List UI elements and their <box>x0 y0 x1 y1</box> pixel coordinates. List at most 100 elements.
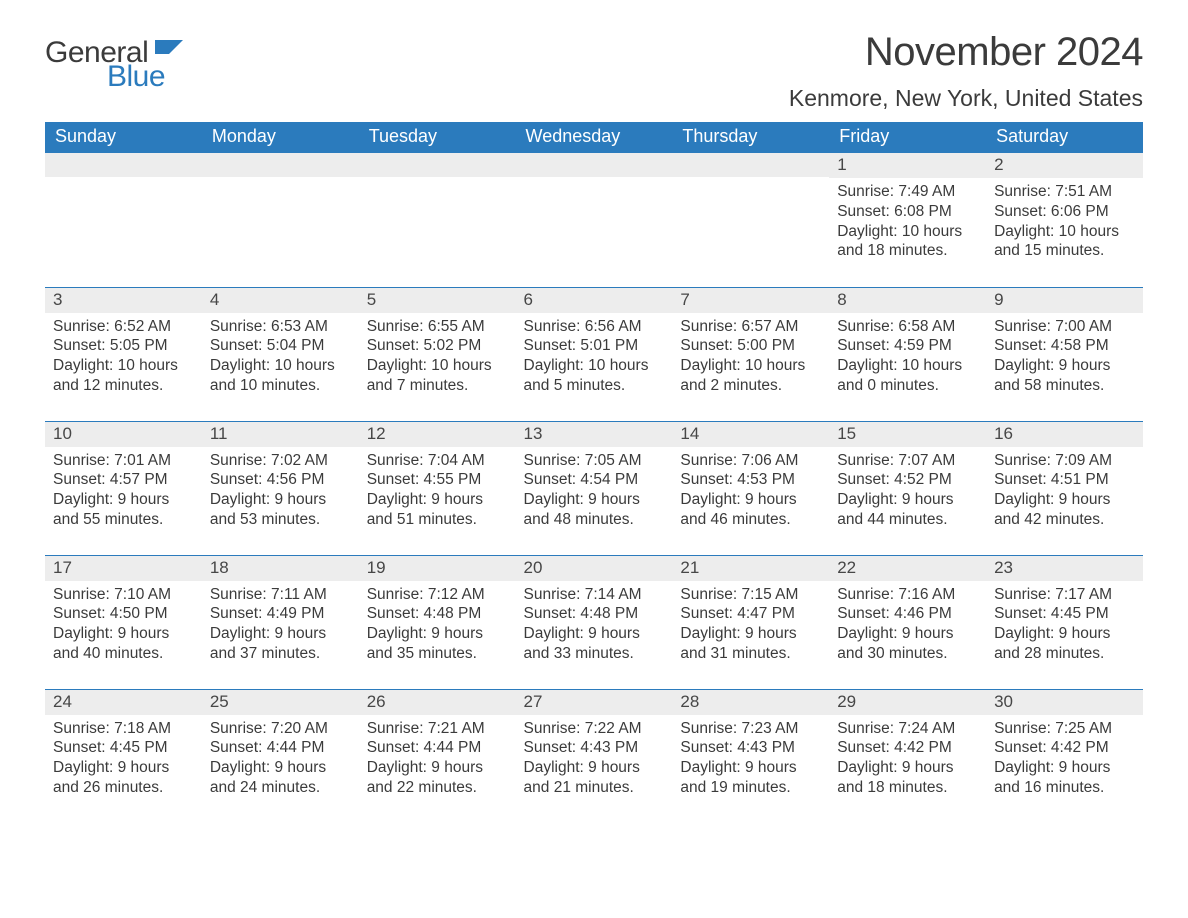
day-cell: 19Sunrise: 7:12 AMSunset: 4:48 PMDayligh… <box>359 555 516 689</box>
week-row: 3Sunrise: 6:52 AMSunset: 5:05 PMDaylight… <box>45 287 1143 421</box>
day-daylight1: Daylight: 9 hours <box>837 490 978 510</box>
day-number: 2 <box>986 153 1143 178</box>
day-sunset: Sunset: 6:06 PM <box>994 202 1135 222</box>
day-sunrise: Sunrise: 7:49 AM <box>837 182 978 202</box>
day-cell: 24Sunrise: 7:18 AMSunset: 4:45 PMDayligh… <box>45 689 202 823</box>
day-body: Sunrise: 7:00 AMSunset: 4:58 PMDaylight:… <box>986 313 1143 402</box>
brand-logo: General Blue <box>45 36 187 92</box>
day-body: Sunrise: 7:18 AMSunset: 4:45 PMDaylight:… <box>45 715 202 804</box>
day-header: Tuesday <box>359 122 516 153</box>
day-sunset: Sunset: 4:43 PM <box>680 738 821 758</box>
day-daylight1: Daylight: 9 hours <box>680 758 821 778</box>
week-row: 10Sunrise: 7:01 AMSunset: 4:57 PMDayligh… <box>45 421 1143 555</box>
day-number: 20 <box>516 556 673 581</box>
day-number: 3 <box>45 288 202 313</box>
day-body: Sunrise: 7:24 AMSunset: 4:42 PMDaylight:… <box>829 715 986 804</box>
day-sunset: Sunset: 4:57 PM <box>53 470 194 490</box>
day-number: 21 <box>672 556 829 581</box>
day-body: Sunrise: 7:02 AMSunset: 4:56 PMDaylight:… <box>202 447 359 536</box>
day-cell: 1Sunrise: 7:49 AMSunset: 6:08 PMDaylight… <box>829 153 986 287</box>
day-header: Saturday <box>986 122 1143 153</box>
day-daylight1: Daylight: 10 hours <box>210 356 351 376</box>
day-cell: 15Sunrise: 7:07 AMSunset: 4:52 PMDayligh… <box>829 421 986 555</box>
day-number: 15 <box>829 422 986 447</box>
day-sunset: Sunset: 4:42 PM <box>837 738 978 758</box>
day-number-empty <box>359 153 516 177</box>
day-daylight2: and 40 minutes. <box>53 644 194 664</box>
day-body: Sunrise: 7:12 AMSunset: 4:48 PMDaylight:… <box>359 581 516 670</box>
day-cell: 22Sunrise: 7:16 AMSunset: 4:46 PMDayligh… <box>829 555 986 689</box>
day-body: Sunrise: 6:58 AMSunset: 4:59 PMDaylight:… <box>829 313 986 402</box>
day-number: 5 <box>359 288 516 313</box>
day-number: 6 <box>516 288 673 313</box>
day-cell: 2Sunrise: 7:51 AMSunset: 6:06 PMDaylight… <box>986 153 1143 287</box>
day-body: Sunrise: 6:56 AMSunset: 5:01 PMDaylight:… <box>516 313 673 402</box>
day-sunrise: Sunrise: 7:23 AM <box>680 719 821 739</box>
calendar-table: SundayMondayTuesdayWednesdayThursdayFrid… <box>45 122 1143 823</box>
day-cell: 18Sunrise: 7:11 AMSunset: 4:49 PMDayligh… <box>202 555 359 689</box>
day-daylight1: Daylight: 10 hours <box>680 356 821 376</box>
day-cell: 12Sunrise: 7:04 AMSunset: 4:55 PMDayligh… <box>359 421 516 555</box>
day-sunset: Sunset: 4:51 PM <box>994 470 1135 490</box>
day-daylight2: and 22 minutes. <box>367 778 508 798</box>
day-daylight2: and 44 minutes. <box>837 510 978 530</box>
day-body: Sunrise: 7:01 AMSunset: 4:57 PMDaylight:… <box>45 447 202 536</box>
day-cell: 27Sunrise: 7:22 AMSunset: 4:43 PMDayligh… <box>516 689 673 823</box>
day-number: 28 <box>672 690 829 715</box>
day-number: 30 <box>986 690 1143 715</box>
day-sunset: Sunset: 4:54 PM <box>524 470 665 490</box>
day-number: 26 <box>359 690 516 715</box>
day-sunset: Sunset: 4:45 PM <box>994 604 1135 624</box>
day-body: Sunrise: 7:07 AMSunset: 4:52 PMDaylight:… <box>829 447 986 536</box>
day-sunrise: Sunrise: 7:22 AM <box>524 719 665 739</box>
day-body: Sunrise: 7:10 AMSunset: 4:50 PMDaylight:… <box>45 581 202 670</box>
day-body: Sunrise: 7:06 AMSunset: 4:53 PMDaylight:… <box>672 447 829 536</box>
page-title: November 2024 <box>789 30 1143 75</box>
day-body: Sunrise: 7:05 AMSunset: 4:54 PMDaylight:… <box>516 447 673 536</box>
day-cell: 7Sunrise: 6:57 AMSunset: 5:00 PMDaylight… <box>672 287 829 421</box>
day-cell: 17Sunrise: 7:10 AMSunset: 4:50 PMDayligh… <box>45 555 202 689</box>
day-sunset: Sunset: 4:56 PM <box>210 470 351 490</box>
day-sunrise: Sunrise: 7:17 AM <box>994 585 1135 605</box>
day-number: 23 <box>986 556 1143 581</box>
day-daylight2: and 48 minutes. <box>524 510 665 530</box>
day-cell: 9Sunrise: 7:00 AMSunset: 4:58 PMDaylight… <box>986 287 1143 421</box>
day-cell: 11Sunrise: 7:02 AMSunset: 4:56 PMDayligh… <box>202 421 359 555</box>
day-daylight2: and 31 minutes. <box>680 644 821 664</box>
day-daylight1: Daylight: 9 hours <box>210 490 351 510</box>
title-group: November 2024 Kenmore, New York, United … <box>789 30 1143 112</box>
day-sunset: Sunset: 5:01 PM <box>524 336 665 356</box>
day-cell <box>516 153 673 287</box>
day-cell: 25Sunrise: 7:20 AMSunset: 4:44 PMDayligh… <box>202 689 359 823</box>
day-sunrise: Sunrise: 6:53 AM <box>210 317 351 337</box>
day-daylight1: Daylight: 10 hours <box>837 222 978 242</box>
day-cell: 23Sunrise: 7:17 AMSunset: 4:45 PMDayligh… <box>986 555 1143 689</box>
day-cell: 10Sunrise: 7:01 AMSunset: 4:57 PMDayligh… <box>45 421 202 555</box>
day-number: 11 <box>202 422 359 447</box>
day-body: Sunrise: 6:57 AMSunset: 5:00 PMDaylight:… <box>672 313 829 402</box>
day-cell: 30Sunrise: 7:25 AMSunset: 4:42 PMDayligh… <box>986 689 1143 823</box>
day-daylight2: and 16 minutes. <box>994 778 1135 798</box>
day-sunrise: Sunrise: 6:56 AM <box>524 317 665 337</box>
day-cell: 6Sunrise: 6:56 AMSunset: 5:01 PMDaylight… <box>516 287 673 421</box>
day-daylight2: and 12 minutes. <box>53 376 194 396</box>
day-cell: 14Sunrise: 7:06 AMSunset: 4:53 PMDayligh… <box>672 421 829 555</box>
day-number: 24 <box>45 690 202 715</box>
day-header: Thursday <box>672 122 829 153</box>
day-daylight1: Daylight: 10 hours <box>524 356 665 376</box>
day-daylight1: Daylight: 9 hours <box>53 490 194 510</box>
day-daylight1: Daylight: 9 hours <box>53 758 194 778</box>
day-daylight1: Daylight: 9 hours <box>210 758 351 778</box>
day-sunrise: Sunrise: 7:07 AM <box>837 451 978 471</box>
day-body: Sunrise: 7:15 AMSunset: 4:47 PMDaylight:… <box>672 581 829 670</box>
brand-blue: Blue <box>107 62 187 92</box>
day-sunset: Sunset: 5:05 PM <box>53 336 194 356</box>
day-sunrise: Sunrise: 6:57 AM <box>680 317 821 337</box>
day-daylight1: Daylight: 9 hours <box>994 758 1135 778</box>
day-daylight2: and 24 minutes. <box>210 778 351 798</box>
day-cell: 4Sunrise: 6:53 AMSunset: 5:04 PMDaylight… <box>202 287 359 421</box>
day-daylight1: Daylight: 9 hours <box>680 490 821 510</box>
day-sunrise: Sunrise: 7:18 AM <box>53 719 194 739</box>
day-body: Sunrise: 7:49 AMSunset: 6:08 PMDaylight:… <box>829 178 986 267</box>
day-number: 12 <box>359 422 516 447</box>
